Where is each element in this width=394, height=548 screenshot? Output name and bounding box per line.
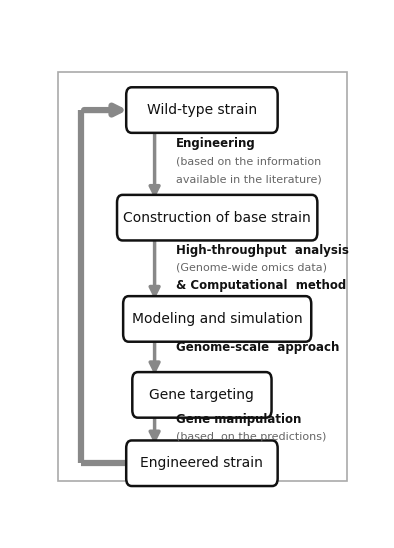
Text: Genome-scale  approach: Genome-scale approach (176, 341, 339, 353)
Text: Gene targeting: Gene targeting (149, 388, 255, 402)
Text: High-throughput  analysis: High-throughput analysis (176, 244, 349, 256)
Text: Gene manipulation: Gene manipulation (176, 413, 301, 426)
Text: (based  on the predictions): (based on the predictions) (176, 432, 326, 442)
Text: & Computational  method: & Computational method (176, 279, 346, 292)
Text: (Genome-wide omics data): (Genome-wide omics data) (176, 263, 327, 273)
FancyBboxPatch shape (126, 87, 278, 133)
FancyBboxPatch shape (58, 72, 347, 481)
Text: Wild-type strain: Wild-type strain (147, 103, 257, 117)
Text: Construction of base strain: Construction of base strain (123, 210, 311, 225)
FancyBboxPatch shape (126, 441, 278, 486)
Text: Engineered strain: Engineered strain (141, 456, 263, 470)
FancyBboxPatch shape (132, 372, 271, 418)
Text: available in the literature): available in the literature) (176, 174, 322, 184)
FancyBboxPatch shape (123, 296, 311, 342)
Text: Engineering: Engineering (176, 138, 256, 150)
Text: Modeling and simulation: Modeling and simulation (132, 312, 303, 326)
Text: (based on the information: (based on the information (176, 157, 321, 167)
FancyBboxPatch shape (117, 195, 317, 241)
